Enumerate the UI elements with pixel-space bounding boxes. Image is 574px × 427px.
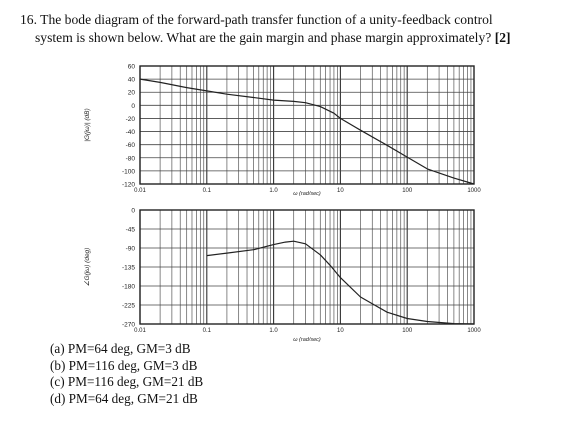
phase-ytick-label: -270 — [122, 322, 135, 329]
question-text: 16. The bode diagram of the forward-path… — [20, 11, 565, 47]
phase-frame — [139, 209, 475, 325]
phase-ytick-label: -180 — [122, 284, 135, 291]
magnitude-ytick-label: -60 — [126, 142, 136, 149]
phase-xtick-label: 1.0 — [269, 328, 278, 334]
phase-xtick-label: 10 — [337, 328, 344, 334]
magnitude-curve-group — [139, 78, 475, 185]
phase-ytick-label: -225 — [122, 303, 135, 310]
phase-ytick-label: -90 — [126, 246, 136, 253]
phase-xtick-label: 1000 — [467, 328, 481, 334]
magnitude-curve — [139, 78, 475, 185]
magnitude-ytick-label: 40 — [128, 77, 136, 84]
magnitude-xtick-label: 0.01 — [134, 188, 146, 194]
question-marks: [2] — [494, 30, 511, 45]
phase-grid — [139, 209, 474, 325]
magnitude-xlabel: ω (rad/sec) — [293, 191, 321, 197]
phase-xtick-label: 100 — [402, 328, 413, 334]
magnitude-ytick-label: 20 — [128, 90, 136, 97]
magnitude-ytick-label: -120 — [122, 182, 135, 189]
magnitude-xtick-label: 0.1 — [203, 188, 212, 194]
magnitude-ytick-label: 60 — [128, 64, 136, 71]
phase-ytick-label: 0 — [131, 208, 135, 215]
magnitude-xtick-label: 1.0 — [269, 188, 278, 194]
magnitude-ytick-label: -80 — [126, 155, 136, 162]
magnitude-frame — [139, 65, 475, 185]
magnitude-ytick-label: -40 — [126, 129, 136, 136]
phase-xtick-label: 0.01 — [134, 328, 146, 334]
phase-curve — [206, 240, 475, 325]
phase-ytick-label: -135 — [122, 265, 135, 272]
option-c: (c) PM=116 deg, GM=21 dB — [50, 374, 204, 389]
question-line-1: 16. The bode diagram of the forward-path… — [20, 12, 493, 27]
magnitude-xtick-label: 10 — [337, 188, 344, 194]
phase-xtick-label: 0.1 — [203, 328, 212, 334]
phase-xlabel: ω (rad/sec) — [293, 337, 321, 343]
phase-ylabel: ∠G(jω) (deg) — [84, 248, 91, 287]
magnitude-ytick-label: 0 — [131, 103, 135, 110]
magnitude-xtick-label: 100 — [402, 188, 413, 194]
phase-curve-group — [206, 240, 475, 325]
phase-ytick-label: -45 — [126, 227, 136, 234]
question-line-2: system is shown below. What are the gain… — [20, 29, 565, 47]
magnitude-ytick-label: -100 — [122, 168, 135, 175]
question-line-2-text: system is shown below. What are the gain… — [35, 30, 492, 45]
magnitude-xtick-label: 1000 — [467, 188, 481, 194]
option-b: (b) PM=116 deg, GM=3 dB — [50, 357, 198, 373]
magnitude-ylabel: |G(jω)| (dB) — [84, 108, 91, 141]
option-d: (d) PM=64 deg, GM=21 dB — [50, 390, 198, 406]
option-a: (a) PM=64 deg, GM=3 dB — [50, 341, 191, 356]
answer-options: (a) PM=64 deg, GM=3 dB (b) PM=116 deg, G… — [50, 341, 203, 407]
magnitude-ytick-label: -20 — [126, 116, 136, 123]
